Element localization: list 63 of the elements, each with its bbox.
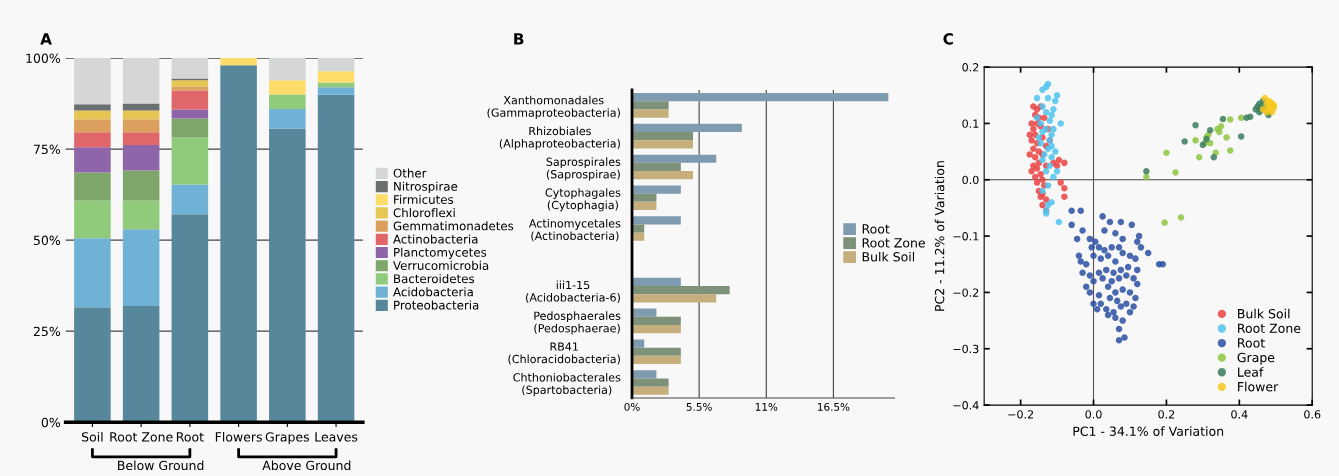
- y-tick-label: Saprospirales (Saprospirae): [546, 157, 621, 181]
- y-tick-label: 0%: [41, 417, 61, 428]
- x-tick-label: −0.2: [1008, 410, 1033, 419]
- y-tick-label: Rhizobiales (Alphaproteobacteria): [499, 126, 620, 150]
- legend-label: Chloroflexi: [393, 208, 455, 218]
- x-tick-label: 11%: [755, 402, 778, 411]
- legend-label: Bulk Soil: [862, 251, 915, 262]
- y-tick-label: −0.2: [953, 288, 979, 297]
- chart-title: B: [514, 33, 524, 45]
- legend-label: Root: [862, 224, 890, 234]
- y-tick-label: Xanthomonadales (Gammaproteobacteria): [487, 95, 620, 119]
- chart-title: C: [943, 33, 953, 45]
- legend-label: Proteobacteria: [394, 300, 479, 310]
- x-tick-label: Grapes: [265, 432, 310, 445]
- y-tick-label: 0.1: [962, 119, 979, 128]
- x-tick-label: 0%: [624, 402, 640, 411]
- legend-label: Planctomycetes: [394, 247, 487, 260]
- legend-label: Actinobacteria: [393, 234, 478, 244]
- legend-label: Flower: [1238, 381, 1279, 392]
- legend-label: Nitrospirae: [394, 181, 458, 194]
- x-axis-title: PC1 - 34.1% of Variation: [1073, 426, 1224, 436]
- x-tick-label: Flowers: [215, 431, 262, 442]
- y-tick-label: 75%: [33, 144, 61, 155]
- y-tick-label: 100%: [26, 53, 61, 63]
- x-tick-label: Leaves: [315, 432, 358, 442]
- y-tick-label: −0.1: [953, 232, 979, 241]
- legend-label: Bulk Soil: [1238, 308, 1290, 319]
- y-tick-label: 50%: [33, 235, 61, 246]
- x-tick-label: 16.5%: [818, 402, 850, 411]
- y-tick-label: 0.2: [962, 63, 979, 72]
- legend-label: Other: [393, 168, 427, 178]
- text: Above Ground: [262, 460, 351, 471]
- x-tick-label: 0.6: [1304, 410, 1321, 419]
- x-tick-label: Soil: [81, 431, 103, 442]
- y-tick-label: −0.3: [953, 344, 979, 354]
- y-axis-title: PC2 - 11.2% of Variation: [934, 161, 945, 311]
- x-tick-label: 0.4: [1231, 410, 1248, 419]
- legend-label: Acidobacteria: [393, 287, 473, 297]
- y-tick-label: −0.4: [953, 401, 979, 410]
- x-tick-label: Root Zone: [110, 432, 173, 442]
- y-tick-label: 0.0: [962, 175, 979, 185]
- y-tick-label: RB41 (Chloracidobacteria): [508, 342, 620, 365]
- legend-label: Grape: [1237, 352, 1275, 365]
- x-tick-label: Root: [176, 432, 204, 442]
- y-tick-label: iii1-15 (Acidobacteria-6): [526, 280, 620, 303]
- chart-title: A: [40, 33, 52, 45]
- legend-label: Bacteroidetes: [394, 274, 475, 284]
- y-tick-label: Chthoniobacterales (Spartobacteria): [513, 372, 621, 397]
- legend-label: Root Zone: [1238, 323, 1301, 334]
- x-tick-label: 0.0: [1085, 410, 1102, 419]
- x-tick-label: 5.5%: [686, 402, 712, 411]
- legend-label: Root Zone: [862, 238, 925, 248]
- text: Below Ground: [118, 460, 204, 471]
- y-tick-label: 25%: [33, 326, 61, 337]
- legend-label: Gemmatimonadetes: [393, 221, 514, 231]
- legend-label: Firmicutes: [394, 194, 454, 204]
- legend-label: Leaf: [1238, 367, 1264, 377]
- y-tick-label: Pedosphaerales (Pedosphaerae): [534, 311, 621, 335]
- legend-label: Verrucomicrobia: [393, 260, 489, 270]
- y-tick-label: Actinomycetales (Actinobacteria): [528, 218, 621, 242]
- y-tick-label: Cytophagales (Cytophagia): [545, 188, 621, 212]
- legend-label: Root: [1238, 338, 1265, 348]
- x-tick-label: 0.2: [1158, 410, 1175, 419]
